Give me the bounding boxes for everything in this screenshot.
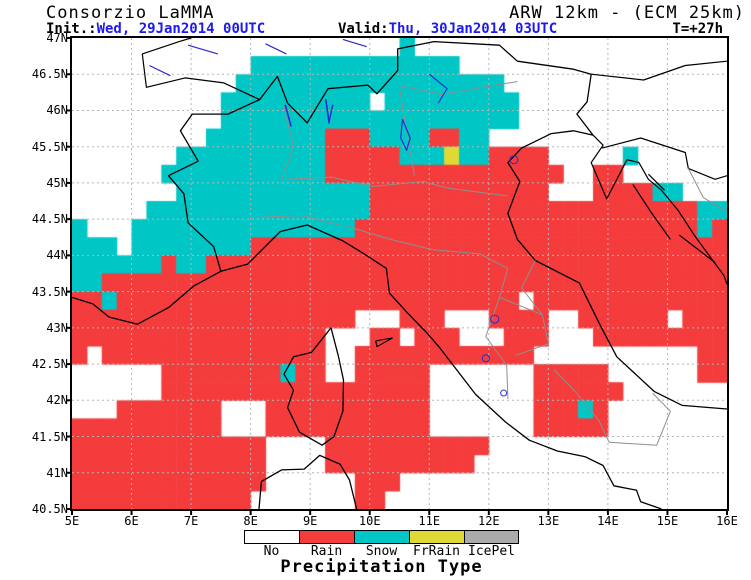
- lon-tick-label: 12E: [477, 514, 500, 528]
- legend-label-no: No: [263, 544, 280, 559]
- lon-tick-label: 5E: [64, 514, 80, 528]
- lat-tick-label: 43.5N: [31, 284, 68, 299]
- lat-tick-label: 46.5N: [31, 67, 68, 82]
- lon-tick-label: 15E: [656, 514, 679, 528]
- legend-labels: No Rain Snow FrRain IcePel: [244, 544, 519, 559]
- legend-label-frrain: FrRain: [413, 544, 460, 559]
- legend-swatch-frrain: [409, 530, 464, 544]
- legend-label-snow: Snow: [365, 544, 398, 559]
- lat-tick-label: 47N: [46, 31, 68, 45]
- lat-tick-label: 45.5N: [31, 139, 68, 154]
- valid-label: Valid:: [338, 21, 389, 37]
- lat-tick-label: 41N: [46, 465, 68, 480]
- legend-color-bar: [244, 530, 519, 544]
- lat-tick-label: 46N: [46, 103, 68, 118]
- lat-tick-label: 43N: [46, 320, 68, 335]
- legend-swatch-no: [244, 530, 299, 544]
- lat-tick-label: 42N: [46, 393, 68, 408]
- map-frame: [70, 36, 729, 511]
- lat-tick-label: 44.5N: [31, 212, 68, 227]
- model-title: ARW 12km - (ECM 25km): [509, 3, 745, 23]
- lon-tick-label: 7E: [183, 514, 199, 528]
- legend: No Rain Snow FrRain IcePel: [244, 530, 519, 559]
- legend-swatch-rain: [299, 530, 354, 544]
- legend-title: Precipitation Type: [280, 557, 483, 577]
- init-label: Init.:: [46, 21, 97, 37]
- init-line: Init.:Wed, 29Jan2014 00UTC: [46, 21, 265, 37]
- valid-line: Valid:Thu, 30Jan2014 03UTC: [338, 21, 557, 37]
- brand-title: Consorzio LaMMA: [46, 3, 215, 23]
- lon-tick-label: 10E: [358, 514, 381, 528]
- lon-tick-label: 14E: [597, 514, 619, 528]
- lon-tick-label: 16E: [716, 514, 738, 528]
- lat-tick-label: 42.5N: [31, 357, 68, 372]
- lon-tick-label: 13E: [537, 514, 560, 528]
- valid-value: Thu, 30Jan2014 03UTC: [388, 21, 558, 37]
- legend-swatch-icepel: [464, 530, 519, 544]
- legend-swatch-snow: [354, 530, 409, 544]
- lon-tick-label: 9E: [302, 514, 318, 528]
- legend-label-rain: Rain: [310, 544, 343, 559]
- lat-tick-label: 45N: [46, 175, 68, 190]
- lat-tick-label: 40.5N: [31, 502, 68, 516]
- init-value: Wed, 29Jan2014 00UTC: [96, 21, 266, 37]
- lat-tick-label: 44N: [46, 248, 68, 263]
- lon-tick-label: 11E: [418, 514, 441, 528]
- lon-tick-label: 6E: [124, 514, 139, 528]
- lon-tick-label: 8E: [243, 514, 258, 528]
- legend-label-icepel: IcePel: [468, 544, 515, 559]
- lead-time: T=+27h: [672, 21, 723, 37]
- lat-tick-label: 41.5N: [31, 429, 68, 444]
